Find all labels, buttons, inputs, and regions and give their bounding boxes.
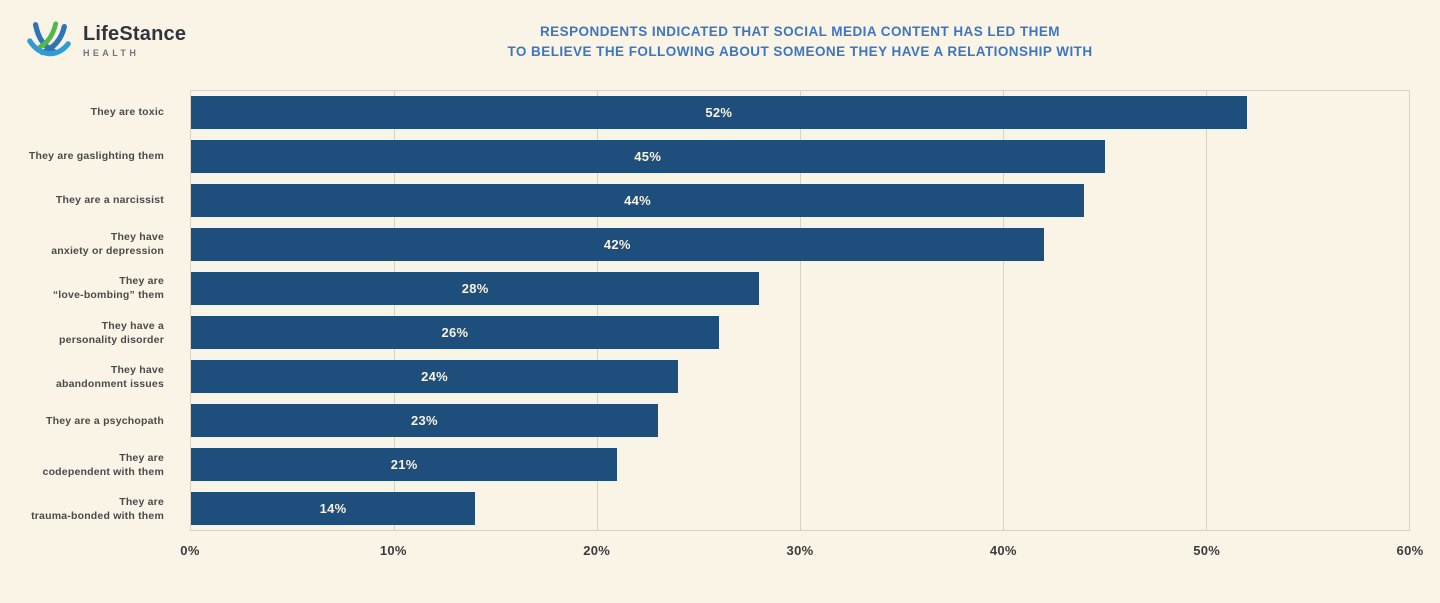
bar-value-label: 28%	[461, 281, 489, 297]
brand-name: LifeStance	[83, 23, 187, 45]
chart-title: RESPONDENTS INDICATED THAT SOCIAL MEDIA …	[190, 22, 1410, 62]
x-tick-label: 30%	[786, 543, 814, 558]
bar-10: 14%	[191, 491, 476, 525]
category-label: They are a narcissist	[55, 194, 164, 207]
x-tick-label: 50%	[1193, 543, 1221, 558]
bar-row: 14%	[191, 486, 1409, 530]
category-label: They are a psychopath	[46, 414, 164, 427]
plot-area: 52% 45% 44% 42% 28% 26% 24% 23% 21% 14%	[190, 90, 1410, 531]
category-label: They are “love-bombing” them	[52, 275, 164, 302]
brand-text-block: LifeStance HEALTH	[83, 24, 186, 58]
bar-row: 45%	[191, 135, 1409, 179]
gridline	[1206, 91, 1207, 530]
brand-subtitle: HEALTH	[83, 48, 140, 58]
bar-5: 28%	[191, 272, 760, 306]
x-tick-label: 40%	[989, 543, 1017, 558]
bar-value-label: 23%	[410, 412, 438, 428]
bars-container: 52% 45% 44% 42% 28% 26% 24% 23% 21% 14%	[191, 91, 1409, 530]
bar-row: 44%	[191, 179, 1409, 223]
gridline	[394, 91, 395, 530]
bar-value-label: 14%	[319, 500, 347, 516]
bar-row: 52%	[191, 91, 1409, 135]
category-axis-labels: They are toxic They are gaslighting them T…	[0, 90, 164, 531]
bar-row: 21%	[191, 442, 1409, 486]
gridline	[597, 91, 598, 530]
category-label: They are toxic	[90, 106, 164, 119]
bar-6: 26%	[191, 315, 719, 349]
category-label: They are gaslighting them	[28, 150, 164, 163]
bar-value-label: 45%	[634, 149, 662, 165]
bar-value-label: 44%	[624, 193, 652, 209]
lifestance-logo-icon	[27, 21, 71, 57]
x-tick-label: 60%	[1396, 543, 1424, 558]
bar-row: 24%	[191, 354, 1409, 398]
bar-row: 42%	[191, 223, 1409, 267]
category-label: They have abandonment issues	[55, 363, 164, 390]
x-axis: 0% 10% 20% 30% 40% 50% 60%	[180, 543, 1423, 565]
x-tick-label: 10%	[379, 543, 407, 558]
bar-row: 23%	[191, 398, 1409, 442]
bar-value-label: 52%	[705, 105, 733, 121]
bar-value-label: 24%	[421, 368, 449, 384]
bar-3: 44%	[191, 184, 1085, 218]
x-tick-label: 20%	[583, 543, 611, 558]
gridline	[800, 91, 801, 530]
category-label: They have anxiety or depression	[51, 231, 164, 258]
bar-8: 23%	[191, 403, 658, 437]
bar-row: 28%	[191, 267, 1409, 311]
bar-1: 52%	[191, 96, 1247, 130]
bar-4: 42%	[191, 228, 1044, 262]
bar-row: 26%	[191, 311, 1409, 355]
category-label: They have a personality disorder	[59, 319, 164, 346]
bar-7: 24%	[191, 359, 679, 393]
chart-title-line2: TO BELIEVE THE FOLLOWING ABOUT SOMEONE T…	[507, 44, 1093, 59]
gridline	[1003, 91, 1004, 530]
bar-value-label: 26%	[441, 324, 469, 340]
x-tick-label: 0%	[180, 543, 200, 558]
lifestance-logo: LifeStance HEALTH	[26, 18, 186, 64]
bar-value-label: 42%	[603, 237, 631, 253]
category-label: They are trauma-bonded with them	[31, 495, 164, 522]
bar-2: 45%	[191, 140, 1105, 174]
bar-value-label: 21%	[390, 456, 418, 472]
chart-title-line1: RESPONDENTS INDICATED THAT SOCIAL MEDIA …	[539, 24, 1060, 39]
category-label: They are codependent with them	[42, 451, 164, 478]
bar-9: 21%	[191, 447, 618, 481]
